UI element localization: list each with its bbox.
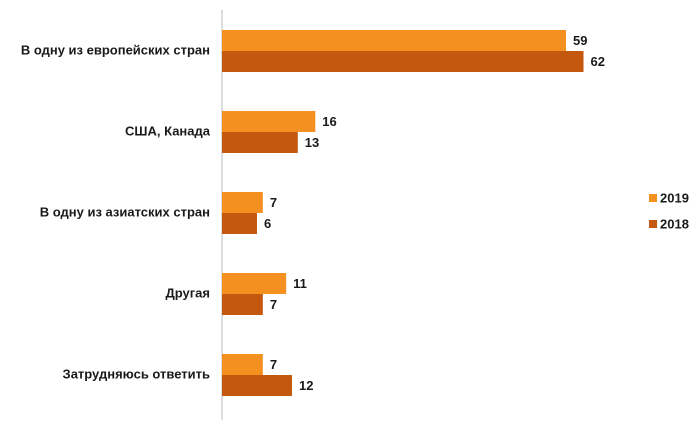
bar	[222, 30, 567, 51]
value-label: 7	[270, 357, 277, 372]
legend-label: 2018	[660, 216, 689, 231]
value-label: 12	[299, 378, 313, 393]
legend-label: 2019	[660, 190, 689, 205]
legend-swatch	[649, 194, 657, 202]
category-label: В одну из европейских стран	[21, 42, 210, 57]
value-label: 11	[293, 276, 307, 291]
category-label: Затрудняюсь ответить	[63, 366, 210, 381]
bar	[222, 111, 316, 132]
bar	[222, 273, 287, 294]
value-label: 13	[305, 135, 319, 150]
bar	[222, 213, 257, 234]
category-label: США, Канада	[125, 123, 211, 138]
category-label: В одну из азиатских стран	[40, 204, 210, 219]
value-label: 6	[264, 216, 271, 231]
value-label: 16	[322, 114, 336, 129]
bar	[222, 132, 298, 153]
bar	[222, 354, 263, 375]
value-label: 62	[591, 54, 605, 69]
bar	[222, 192, 263, 213]
value-label: 7	[270, 195, 277, 210]
bar	[222, 294, 263, 315]
value-label: 59	[573, 33, 587, 48]
category-label: Другая	[166, 285, 211, 300]
bar	[222, 51, 584, 72]
legend-swatch	[649, 220, 657, 228]
bar	[222, 375, 292, 396]
value-label: 7	[270, 297, 277, 312]
